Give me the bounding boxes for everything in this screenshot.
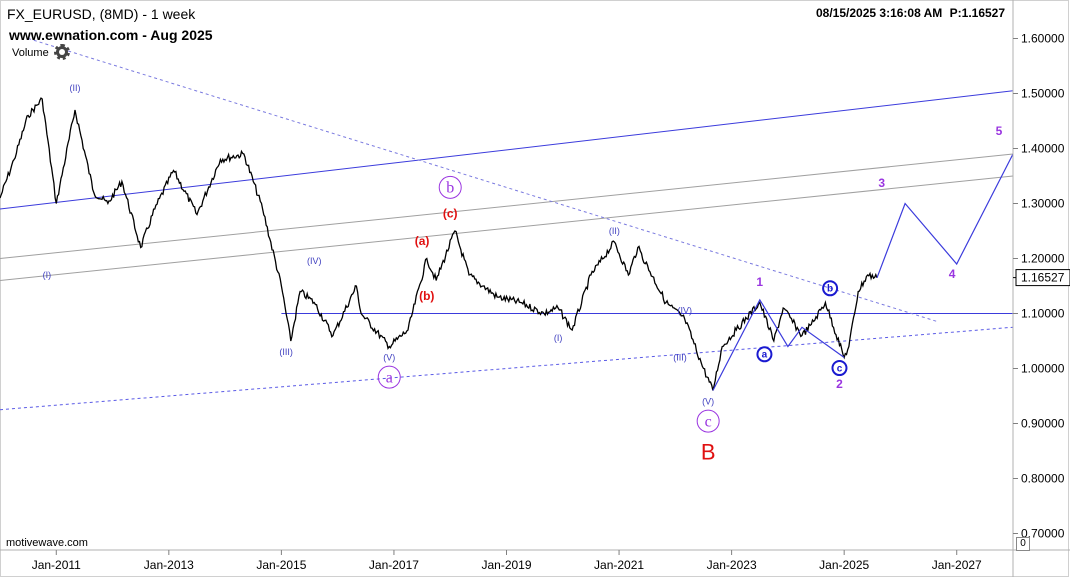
x-tick-label: Jan-2011 [32,558,81,572]
wave-label: a [386,369,393,386]
wave-label: (b) [419,289,434,303]
dashed-trendline [27,38,939,323]
wave-label: (II) [609,226,620,236]
wave-label: b [446,180,454,197]
last-price-label: 1.16527 [1021,271,1065,285]
site-title: www.ewnation.com - Aug 2025 [9,27,213,43]
trendline [0,175,1014,281]
wave-label: B [701,439,716,464]
y-tick-label: 1.30000 [1021,197,1065,211]
price-line [0,97,878,391]
wave-label: c [705,413,712,430]
y-tick-label: 1.00000 [1021,362,1065,376]
wave-label: (II) [70,83,81,93]
wave-label-circle [831,360,848,377]
wave-label-circle [696,409,720,433]
wave-label: (c) [443,206,458,220]
y-tick-label: 1.40000 [1021,142,1065,156]
wave-label-circle [377,365,401,389]
dashed-trendline [0,326,1014,411]
wave-label: (IV) [677,306,692,316]
wave-label: c [837,363,843,374]
x-tick-label: Jan-2019 [481,558,531,572]
x-tick-label: Jan-2013 [144,558,194,572]
trendline [0,153,1014,259]
trendline [0,90,1014,210]
volume-indicator[interactable]: Volume [12,44,70,60]
y-tick-label: 0.80000 [1021,472,1065,486]
wave-label: a [762,350,768,361]
datetime-readout: 08/15/2025 3:16:08 AM P:1.16527 [816,6,1005,20]
wave-label: 5 [996,124,1003,138]
y-tick-label: 0.90000 [1021,417,1065,431]
wave-label: (III) [673,352,687,362]
wave-label-circle [438,175,462,199]
y-tick-label: 1.50000 [1021,87,1065,101]
x-tick-label: Jan-2021 [594,558,644,572]
wave-label-circle [756,346,773,363]
wave-label: 3 [878,176,885,190]
trendline-layer [0,38,1014,411]
datetime: 08/15/2025 3:16:08 AM [816,6,943,20]
price-readout: P:1.16527 [949,6,1006,20]
wave-label: (III) [279,347,293,357]
y-tick-label: 1.60000 [1021,32,1065,46]
wave-label: (a) [415,234,430,248]
price-series-layer [0,97,878,391]
wave-label: 2 [836,377,843,391]
wave-label: (V) [383,352,395,362]
wave-label: b [827,284,833,295]
volume-label: Volume [12,47,49,59]
x-tick-label: Jan-2017 [369,558,419,572]
wave-label: (IV) [307,256,322,266]
wave-label-circle [822,280,839,297]
projection-path [876,153,1014,279]
x-tick-label: Jan-2023 [707,558,757,572]
x-tick-label: Jan-2027 [932,558,982,572]
gear-icon[interactable] [53,44,70,60]
wave-label: 4 [949,267,956,281]
y-tick-label: 0.70000 [1021,527,1065,541]
y-tick-label: 1.20000 [1021,252,1065,266]
y-tick-label: 1.10000 [1021,307,1065,321]
x-tick-label: Jan-2025 [819,558,869,572]
volume-zero-label: 0 [1016,537,1030,551]
wave-label: (V) [702,396,714,406]
footer-brand: motivewave.com [6,537,88,549]
annotation-layer: (II) (I) (IV) (III) (V) a b (c) (a) (b) (II) (I) (IV… [43,83,1003,465]
wave-label: 1 [756,275,763,289]
wave-label: (I) [554,333,563,343]
symbol-title: FX_EURUSD, (8MD) - 1 week [7,6,196,22]
wave-label: (I) [43,270,52,280]
projection-layer [712,153,1014,391]
wave-sketch-line [712,298,845,391]
last-price-box [1015,269,1070,287]
x-tick-label: Jan-2015 [256,558,306,572]
